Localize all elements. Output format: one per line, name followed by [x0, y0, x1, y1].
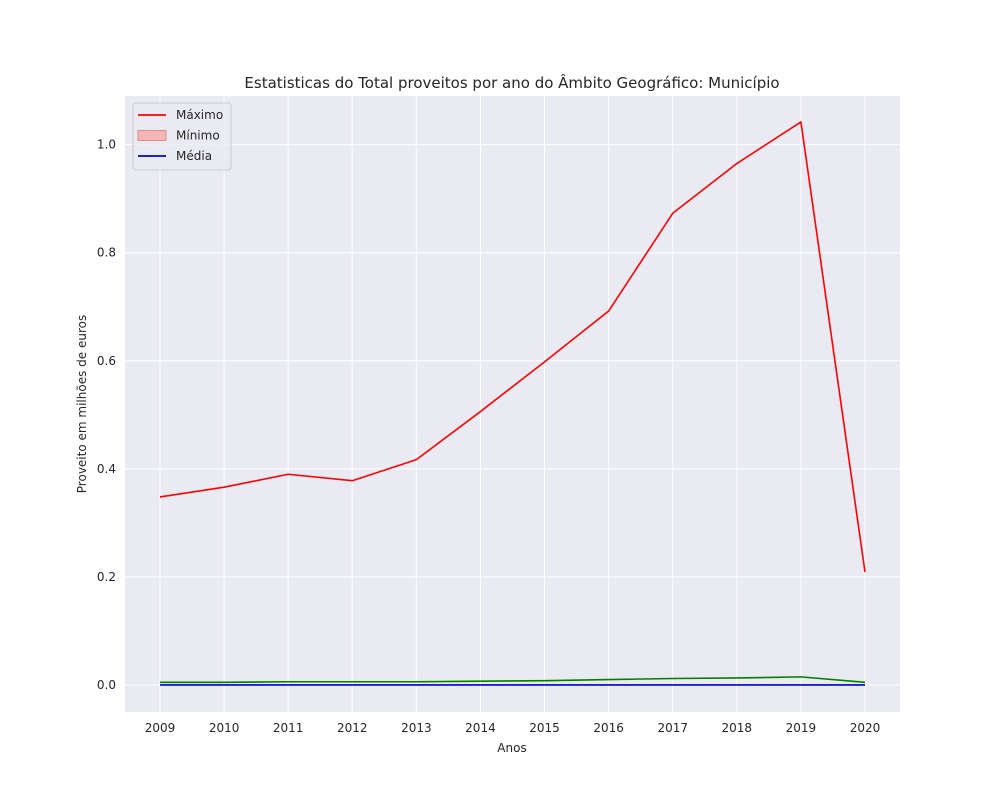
y-tick-label: 1.0 [97, 138, 116, 152]
legend: Máximo Mínimo Média [132, 102, 232, 171]
x-tick-label: 2016 [593, 721, 624, 735]
x-tick-label: 2014 [465, 721, 496, 735]
chart-title: Estatisticas do Total proveitos por ano … [244, 73, 779, 92]
legend-label-maximo: Máximo [176, 108, 223, 122]
legend-box [132, 102, 232, 171]
y-tick-label: 0.6 [97, 354, 116, 368]
x-tick-label: 2015 [529, 721, 560, 735]
x-tick-label: 2020 [850, 721, 881, 735]
x-tick-label: 2012 [337, 721, 368, 735]
x-tick-label: 2010 [209, 721, 240, 735]
series-line-maximo [159, 121, 866, 573]
y-tick-label: 0.0 [97, 678, 116, 692]
x-tick-label: 2017 [657, 721, 688, 735]
series-line-unlabeled [160, 676, 866, 684]
x-axis-title: Anos [497, 741, 526, 755]
x-tick-labels: 2009 2010 2011 2012 2013 2014 2015 2016 2017 2018… [145, 721, 881, 735]
plot-background [125, 96, 900, 712]
y-tick-label: 0.2 [97, 570, 116, 584]
y-tick-labels: 0.0 0.2 0.4 0.6 0.8 1.0 [97, 138, 116, 692]
y-tick-label: 0.4 [97, 462, 116, 476]
y-axis-title: Proveito em milhões de euros [75, 315, 89, 493]
x-tick-label: 2011 [273, 721, 304, 735]
y-tick-label: 0.8 [97, 246, 116, 260]
legend-label-media: Média [176, 149, 212, 163]
legend-swatch-minimo [137, 130, 167, 141]
legend-label-minimo: Mínimo [176, 129, 220, 143]
x-tick-label: 2009 [145, 721, 176, 735]
x-tick-label: 2013 [401, 721, 432, 735]
x-tick-label: 2018 [722, 721, 753, 735]
series-group [159, 121, 866, 686]
x-tick-label: 2019 [786, 721, 817, 735]
